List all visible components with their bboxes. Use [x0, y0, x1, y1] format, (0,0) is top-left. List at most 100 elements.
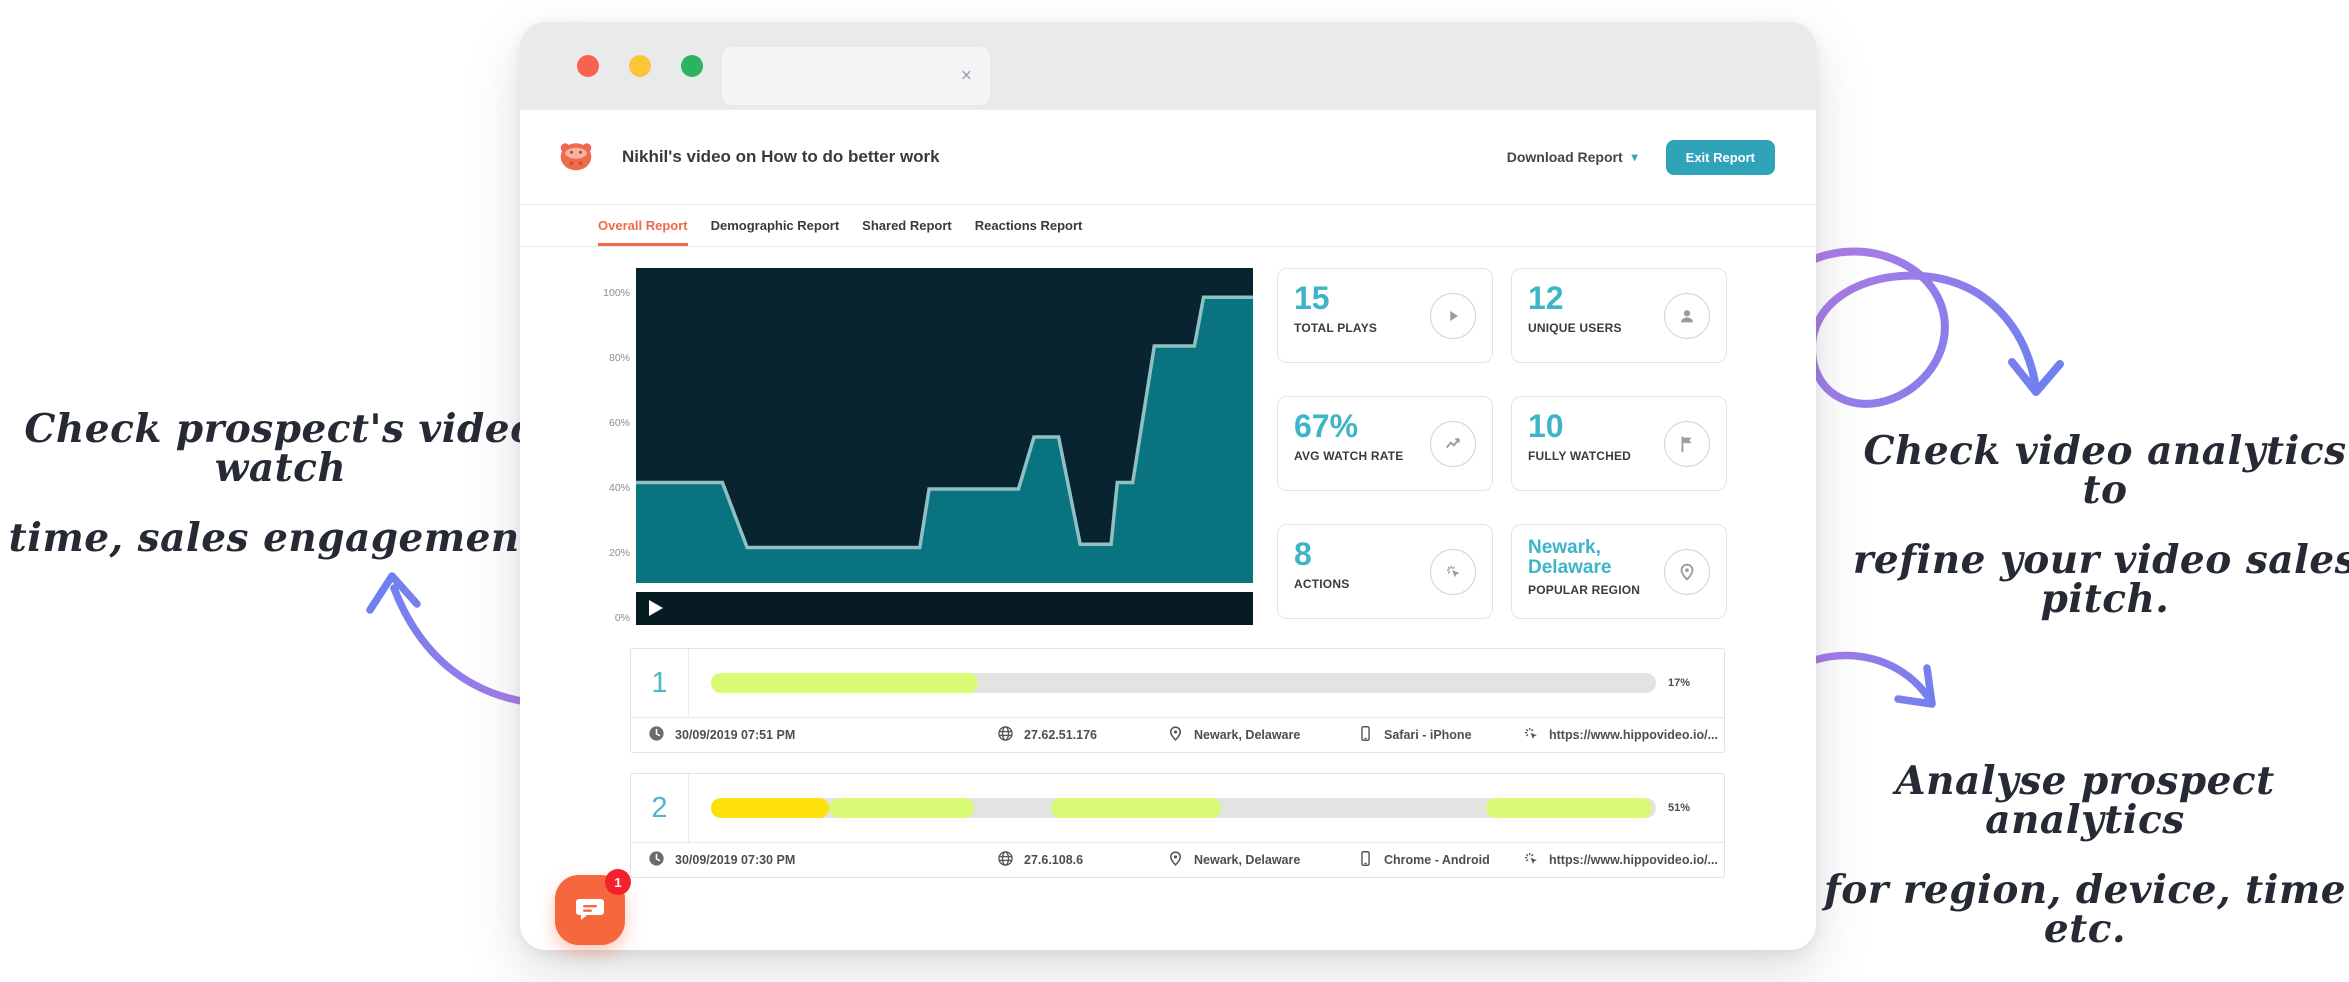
browser-tab[interactable]: ×	[722, 47, 990, 105]
viewer-device: Safari - iPhone	[1356, 724, 1521, 746]
viewer-row: 2 51% 30/09/2019 07:30 PM 27.6.108.6 New…	[630, 773, 1725, 878]
chart-y-axis: 100% 80% 60% 40% 20% 0%	[590, 268, 632, 625]
clock-icon	[647, 724, 666, 746]
watch-percent: 17%	[1668, 677, 1691, 689]
video-control-bar	[636, 592, 1253, 625]
stat-card-avg-watch-rate: 67% AVG WATCH RATE	[1277, 396, 1493, 491]
watch-segment	[1485, 798, 1653, 818]
globe-icon	[996, 724, 1015, 746]
location-icon	[1166, 724, 1185, 746]
arrow-bottom-head	[1894, 664, 1936, 708]
stat-value: 67%	[1294, 408, 1359, 444]
tab-demographic-report[interactable]: Demographic Report	[710, 218, 840, 233]
stat-value: Newark, Delaware	[1528, 537, 1612, 578]
report-title: Nikhil's video on How to do better work	[622, 147, 940, 166]
viewer-source-url: https://www.hippovideo.io/...	[1521, 724, 1724, 746]
stat-card-unique-users: 12 UNIQUE USERS	[1511, 268, 1727, 363]
stat-card-total-plays: 15 TOTAL PLAYS	[1277, 268, 1493, 363]
tab-overall-report[interactable]: Overall Report	[598, 205, 688, 246]
note-right-top-line2: refine your video sales pitch.	[1852, 537, 2349, 622]
y-axis-tick: 20%	[608, 547, 630, 559]
y-axis-tick: 80%	[608, 352, 630, 364]
trend-icon	[1430, 420, 1476, 467]
flag-icon	[1664, 420, 1710, 467]
note-left-line1: Check prospect's video watch	[24, 406, 537, 491]
watch-segment	[711, 798, 830, 818]
note-left: Check prospect's video watch time, sales…	[8, 410, 553, 589]
browser-window: × Nikhil's video on How to do better wor…	[520, 22, 1816, 950]
note-right-bottom-line1: Analyse prospect analytics	[1895, 758, 2275, 843]
viewer-time: 30/09/2019 07:51 PM	[647, 724, 996, 746]
window-controls	[577, 55, 703, 77]
watch-heatmap-bar	[711, 673, 1656, 693]
stat-card-fully-watched: 10 FULLY WATCHED	[1511, 396, 1727, 491]
watch-line	[636, 295, 1253, 550]
report-tabs: Overall Report Demographic Report Shared R…	[520, 205, 1816, 247]
note-right-top-line1: Check video analytics to	[1863, 428, 2347, 513]
note-left-line2: time, sales engagement.	[8, 515, 553, 561]
viewer-device: Chrome - Android	[1356, 849, 1521, 871]
location-icon	[1166, 849, 1185, 871]
user-icon	[1664, 292, 1710, 339]
viewer-source-url: https://www.hippovideo.io/...	[1521, 849, 1724, 871]
download-report-button[interactable]: Download Report ▾	[1507, 149, 1638, 165]
stats-grid: 15 TOTAL PLAYS 12 UNIQUE USERS 67% AVG W…	[1277, 268, 1727, 619]
stat-value: 8	[1294, 536, 1312, 572]
device-icon	[1356, 724, 1375, 746]
stat-label: TOTAL PLAYS	[1294, 320, 1378, 335]
stat-card-actions: 8 ACTIONS	[1277, 524, 1493, 619]
report-content: 100% 80% 60% 40% 20% 0% 15 TOTAL PLAYS 12 UNI…	[520, 247, 1816, 950]
note-right-bottom: Analyse prospect analytics for region, d…	[1815, 762, 2349, 980]
hippo-logo-icon	[558, 137, 594, 178]
stat-label: FULLY WATCHED	[1528, 448, 1632, 463]
video-progress-bar[interactable]	[636, 583, 1253, 592]
y-axis-tick: 100%	[603, 287, 630, 299]
browser-chrome: ×	[520, 22, 1816, 110]
y-axis-tick: 40%	[608, 482, 630, 494]
chevron-down-icon: ▾	[1631, 150, 1638, 164]
location-icon	[1664, 548, 1710, 595]
exit-report-button[interactable]: Exit Report	[1665, 139, 1775, 175]
tap-icon	[1521, 849, 1540, 871]
tap-icon	[1521, 724, 1540, 746]
minimize-window-button[interactable]	[629, 55, 651, 77]
watch-segment	[1051, 798, 1222, 818]
stat-label: AVG WATCH RATE	[1294, 448, 1404, 463]
watch-percent: 51%	[1668, 802, 1691, 814]
watch-segment	[711, 673, 979, 693]
stat-label: UNIQUE USERS	[1528, 320, 1622, 335]
maximize-window-button[interactable]	[681, 55, 703, 77]
play-icon	[1430, 292, 1476, 339]
device-icon	[1356, 849, 1375, 871]
stat-label: ACTIONS	[1294, 576, 1350, 591]
clock-icon	[647, 849, 666, 871]
tab-close-icon[interactable]: ×	[960, 65, 972, 87]
download-report-label: Download Report	[1506, 149, 1623, 165]
viewer-ip: 27.6.108.6	[996, 849, 1166, 871]
stat-value: 12	[1528, 280, 1564, 316]
viewer-index: 1	[631, 649, 689, 717]
tab-reactions-report[interactable]: Reactions Report	[974, 218, 1083, 233]
viewer-location: Newark, Delaware	[1166, 849, 1356, 871]
watch-segment	[829, 798, 974, 818]
click-icon	[1430, 548, 1476, 595]
chat-launcher[interactable]: 1	[555, 869, 631, 945]
note-right-top: Check video analytics to refine your vid…	[1845, 432, 2349, 650]
report-header: Nikhil's video on How to do better work …	[520, 110, 1816, 205]
tab-shared-report[interactable]: Shared Report	[862, 218, 952, 233]
play-button[interactable]	[649, 600, 663, 616]
chat-icon	[574, 892, 606, 929]
arrow-loop-head	[2008, 358, 2064, 396]
y-axis-tick: 60%	[608, 417, 630, 429]
stat-value: 10	[1528, 408, 1564, 444]
viewer-ip: 27.62.51.176	[996, 724, 1166, 746]
viewer-row: 1 17% 30/09/2019 07:51 PM 27.62.51.176 N…	[630, 648, 1725, 753]
close-window-button[interactable]	[577, 55, 599, 77]
viewer-index: 2	[631, 774, 689, 842]
chat-notification-badge: 1	[605, 869, 631, 895]
y-axis-tick: 0%	[614, 612, 630, 624]
note-right-bottom-line2: for region, device, time etc.	[1823, 867, 2347, 952]
viewer-location: Newark, Delaware	[1166, 724, 1356, 746]
watch-heatmap-bar	[711, 798, 1656, 818]
stat-card-popular-region: Newark, Delaware POPULAR REGION	[1511, 524, 1727, 619]
